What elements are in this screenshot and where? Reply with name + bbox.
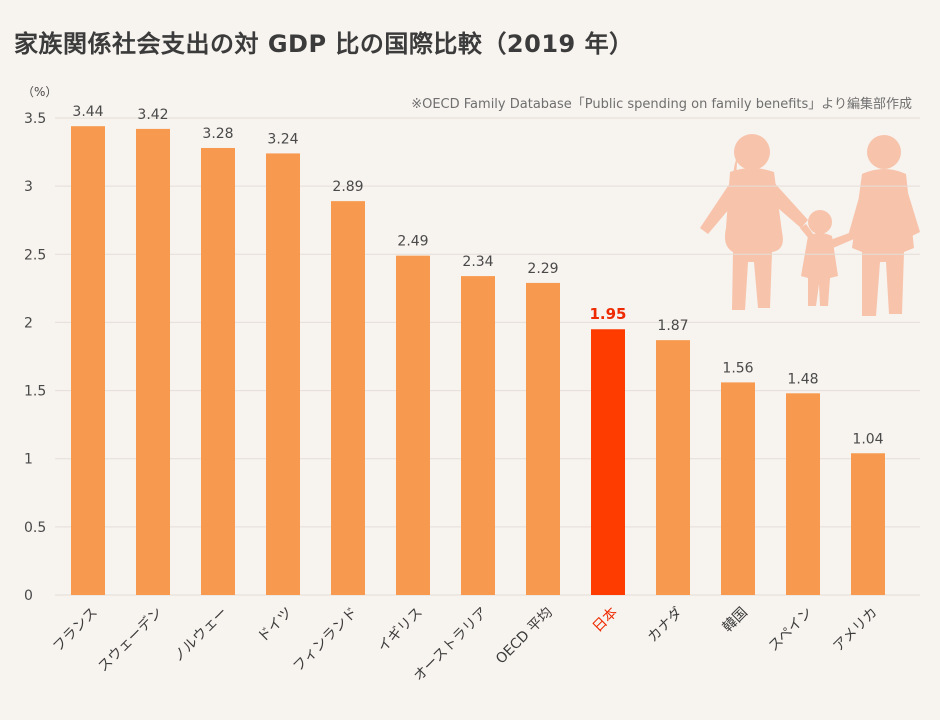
category-label: アメリカ — [830, 605, 880, 655]
value-label: 2.89 — [332, 179, 363, 195]
bar-12 — [851, 453, 885, 595]
bar-3 — [266, 153, 300, 596]
category-label: OECD 平均 — [493, 605, 556, 668]
y-tick-label: 3 — [24, 179, 33, 195]
bar-2 — [201, 147, 235, 596]
value-label: 2.34 — [462, 254, 493, 270]
category-label: 韓国 — [720, 605, 751, 636]
value-label: 3.42 — [137, 107, 168, 123]
category-label: ドイツ — [255, 605, 296, 646]
category-label: イギリス — [375, 605, 426, 656]
bar-11 — [786, 393, 820, 595]
y-tick-label: 0 — [24, 588, 33, 604]
bar-6 — [461, 276, 495, 595]
category-label: ノルウェー — [170, 605, 231, 666]
y-tick-label: 2.5 — [24, 247, 46, 263]
value-label: 3.28 — [202, 126, 233, 142]
family-silhouette-icon — [700, 134, 920, 316]
bar-10 — [721, 382, 755, 595]
category-label: フランス — [50, 605, 101, 656]
y-tick-label: 1 — [24, 452, 33, 468]
y-tick-label: 1.5 — [24, 384, 46, 400]
value-label: 3.24 — [267, 131, 298, 147]
category-label: カナダ — [645, 605, 686, 646]
y-tick-label: 3.5 — [24, 111, 46, 127]
category-label: 日本 — [590, 605, 621, 636]
value-label: 2.49 — [397, 234, 428, 250]
bar-8 — [591, 329, 625, 595]
bar-0 — [71, 126, 105, 596]
category-label: スウェーデン — [94, 604, 165, 675]
value-label: 1.87 — [657, 318, 688, 334]
value-label: 3.44 — [72, 104, 103, 120]
bar-7 — [526, 282, 560, 595]
value-label: 1.95 — [589, 305, 626, 323]
category-label: スペイン — [766, 605, 816, 655]
source-note: ※OECD Family Database「Public spending on… — [411, 97, 912, 112]
y-tick-label: 2 — [24, 315, 33, 331]
value-label: 1.48 — [787, 371, 818, 387]
value-label: 1.04 — [852, 431, 883, 447]
bar-4 — [331, 201, 365, 596]
bar-9 — [656, 340, 690, 595]
y-tick-label: 0.5 — [24, 520, 46, 536]
category-label: フィンランド — [290, 605, 361, 676]
value-label: 2.29 — [527, 261, 558, 277]
chart-title: 家族関係社会支出の対 GDP 比の国際比較（2019 年） — [14, 30, 634, 58]
bar-1 — [136, 128, 170, 595]
y-axis-unit: （%） — [22, 85, 57, 99]
bar-5 — [396, 255, 430, 596]
value-label: 1.56 — [722, 360, 753, 376]
